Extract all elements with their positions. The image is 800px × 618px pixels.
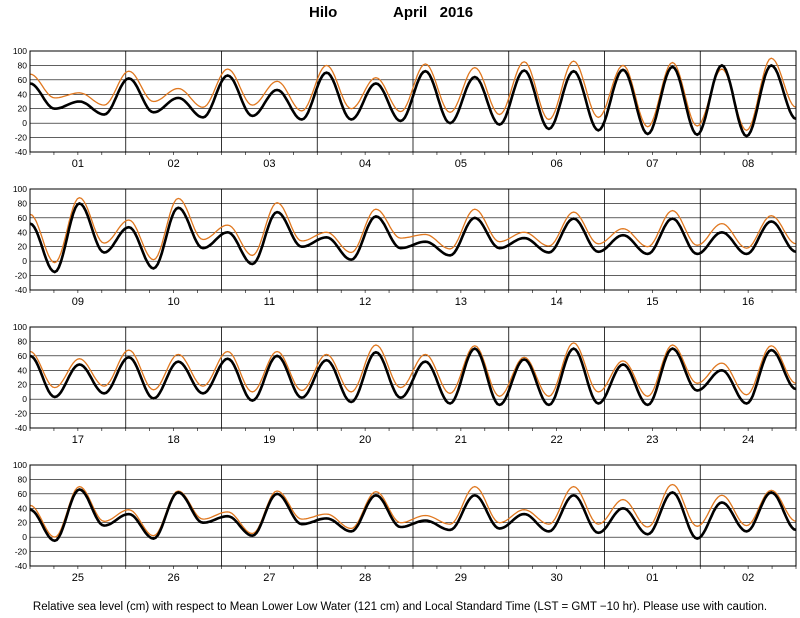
day-label: 19 [263,434,275,446]
y-tick-label: 20 [18,104,28,114]
y-tick-label: 0 [22,118,27,128]
predicted-series-line [30,483,796,538]
predicted-series-line [30,196,796,264]
day-label: 01 [72,158,84,170]
y-tick-label: -20 [15,547,28,557]
y-tick-label: 100 [13,46,27,56]
y-tick-label: -40 [15,561,28,571]
y-tick-label: 40 [18,227,28,237]
y-tick-label: 20 [18,518,28,528]
day-label: 17 [72,434,84,446]
day-label: 03 [263,158,275,170]
y-tick-label: 60 [18,213,28,223]
y-tick-label: -20 [15,271,28,281]
day-label: 02 [168,158,180,170]
predicted-series-line [30,342,796,397]
y-tick-label: 100 [13,322,27,332]
y-tick-label: 60 [18,75,28,85]
y-tick-label: 80 [18,60,28,70]
y-tick-label: 20 [18,242,28,252]
day-label: 10 [168,296,180,308]
y-tick-label: 0 [22,394,27,404]
panel-frame [29,188,797,291]
panel-frame [29,326,797,429]
day-label: 05 [455,158,467,170]
y-tick-label: 100 [13,460,27,470]
observed-series-line [30,488,796,543]
day-label: 30 [551,572,563,584]
day-label: 28 [359,572,371,584]
day-label: 18 [168,434,180,446]
y-tick-label: 60 [18,351,28,361]
chart-title: Hilo April 2016 [0,4,800,24]
observed-series-line [30,347,796,407]
day-label: 20 [359,434,371,446]
y-tick-label: 80 [18,336,28,346]
day-label: 08 [742,158,754,170]
y-tick-label: 100 [13,184,27,194]
y-tick-label: 40 [18,365,28,375]
y-tick-label: -20 [15,409,28,419]
y-tick-label: 40 [18,503,28,513]
y-tick-label: 0 [22,532,27,542]
panel-frame [29,50,797,153]
y-tick-label: -40 [15,147,28,157]
month-year: April 2016 [393,4,474,21]
y-tick-label: 0 [22,256,27,266]
day-label: 01 [646,572,658,584]
day-label: 02 [742,572,754,584]
day-label: 23 [646,434,658,446]
day-label: 15 [646,296,658,308]
day-label: 22 [551,434,563,446]
day-label: 21 [455,434,467,446]
day-label: 29 [455,572,467,584]
observed-series-line [30,201,796,274]
day-label: 12 [359,296,371,308]
y-tick-label: 80 [18,474,28,484]
chart-caption: Relative sea level (cm) with respect to … [32,601,768,613]
day-label: 04 [359,158,371,170]
predicted-series-line [30,57,796,132]
y-tick-label: 60 [18,489,28,499]
station-name: Hilo [309,4,338,21]
day-label: 16 [742,296,754,308]
y-tick-label: -40 [15,285,28,295]
y-tick-label: 80 [18,198,28,208]
y-tick-label: -20 [15,133,28,143]
day-label: 24 [742,434,754,446]
y-tick-label: 40 [18,89,28,99]
day-label: 25 [72,572,84,584]
day-label: 14 [551,296,563,308]
panel-frame [29,464,797,567]
y-tick-label: 20 [18,380,28,390]
day-label: 09 [72,296,84,308]
day-label: 13 [455,296,467,308]
day-label: 27 [263,572,275,584]
day-label: 26 [168,572,180,584]
observed-series-line [30,63,796,138]
y-tick-label: -40 [15,423,28,433]
day-label: 07 [646,158,658,170]
day-label: 11 [264,296,275,308]
day-label: 06 [551,158,563,170]
